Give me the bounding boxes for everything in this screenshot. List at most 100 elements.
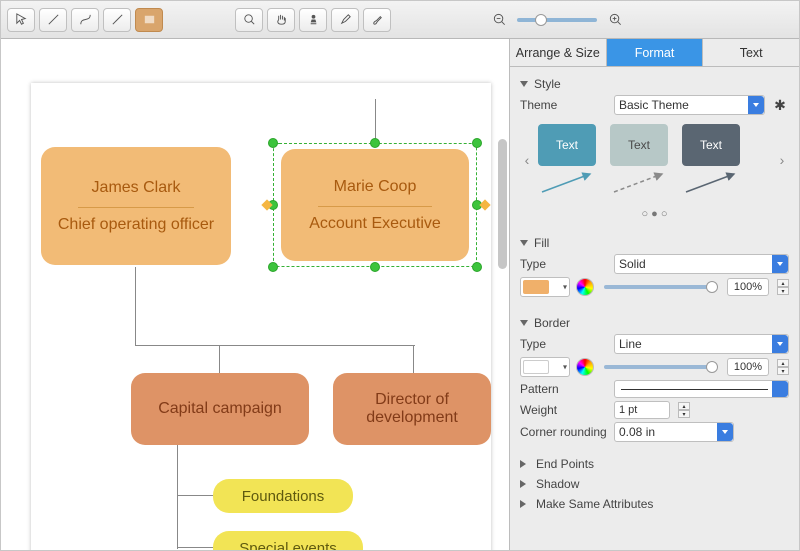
fill-opacity-field[interactable]: 100% xyxy=(727,278,769,296)
fill-color-select[interactable]: ▾ xyxy=(520,277,570,297)
top-toolbar xyxy=(1,1,799,39)
weight-label: Weight xyxy=(520,403,608,417)
main-area: James ClarkChief operating officer Marie … xyxy=(1,39,799,550)
border-type-label: Type xyxy=(520,337,608,351)
fill-opacity-slider[interactable] xyxy=(604,285,717,289)
zoom-in-button[interactable] xyxy=(603,8,627,32)
style-section-header[interactable]: Style xyxy=(520,77,789,91)
inspector-tab-text[interactable]: Text xyxy=(703,39,799,66)
zoom-controls xyxy=(487,8,627,32)
curve-tool-button[interactable] xyxy=(71,8,99,32)
theme-cards: Text Text Text xyxy=(538,124,771,166)
node-role: Account Executive xyxy=(309,215,441,233)
node-role: Chief operating officer xyxy=(58,216,214,234)
connector-tool-button[interactable] xyxy=(103,8,131,32)
connector-line[interactable] xyxy=(177,495,213,496)
inspector-tabs: Arrange & SizeFormatText xyxy=(510,39,799,67)
node-role: Director of development xyxy=(345,391,479,427)
node-role: Capital campaign xyxy=(158,400,282,418)
connector-line[interactable] xyxy=(177,445,178,549)
theme-card-1[interactable]: Text xyxy=(610,124,668,166)
shadow-label: Shadow xyxy=(536,477,579,491)
connector-line[interactable] xyxy=(135,267,136,345)
inspector-tab-arrange[interactable]: Arrange & Size xyxy=(510,39,607,66)
border-opacity-stepper[interactable]: ▴▾ xyxy=(777,359,789,375)
eyedropper-tool-button[interactable] xyxy=(331,8,359,32)
weight-field[interactable]: 1 pt xyxy=(614,401,670,419)
fill-section-header[interactable]: Fill xyxy=(520,236,789,250)
pattern-label: Pattern xyxy=(520,382,608,396)
border-section-label: Border xyxy=(534,316,570,330)
corner-value: 0.08 in xyxy=(619,425,655,439)
border-color-select[interactable]: ▾ xyxy=(520,357,570,377)
border-type-select[interactable]: Line xyxy=(614,334,789,354)
fill-opacity-stepper[interactable]: ▴▾ xyxy=(777,279,789,295)
mid-tool-group xyxy=(235,8,391,32)
shape-tool-button[interactable] xyxy=(135,8,163,32)
connector-line[interactable] xyxy=(375,99,376,143)
pointer-tool-button[interactable] xyxy=(7,8,35,32)
theme-next-button[interactable]: › xyxy=(775,152,789,168)
line-tool-button[interactable] xyxy=(39,8,67,32)
selection-handle[interactable] xyxy=(268,262,278,272)
fill-color-wheel-button[interactable] xyxy=(576,278,594,296)
theme-line-preview-1[interactable] xyxy=(610,170,668,196)
theme-card-2[interactable]: Text xyxy=(682,124,740,166)
selection-handle[interactable] xyxy=(472,262,482,272)
selection-handle[interactable] xyxy=(472,138,482,148)
connector-line[interactable] xyxy=(135,345,415,346)
selection-handle[interactable] xyxy=(268,138,278,148)
selection-connection-handle[interactable] xyxy=(479,199,490,210)
pattern-select[interactable] xyxy=(614,380,789,398)
org-node-dir[interactable]: Director of development xyxy=(333,373,491,445)
left-tool-group xyxy=(7,8,163,32)
makesame-label: Make Same Attributes xyxy=(536,497,653,511)
theme-select[interactable]: Basic Theme xyxy=(614,95,765,115)
weight-stepper[interactable]: ▴▾ xyxy=(678,402,690,418)
search-tool-button[interactable] xyxy=(235,8,263,32)
corner-select[interactable]: 0.08 in xyxy=(614,422,734,442)
border-opacity-slider[interactable] xyxy=(604,365,717,369)
hand-tool-button[interactable] xyxy=(267,8,295,32)
border-color-wheel-button[interactable] xyxy=(576,358,594,376)
connector-line[interactable] xyxy=(219,345,220,373)
org-pill-1[interactable]: Special events xyxy=(213,531,363,550)
style-section-label: Style xyxy=(534,77,561,91)
theme-line-preview-0[interactable] xyxy=(538,170,596,196)
fill-type-value: Solid xyxy=(619,257,646,271)
zoom-out-button[interactable] xyxy=(487,8,511,32)
vertical-scrollbar[interactable] xyxy=(498,139,507,269)
border-opacity-field[interactable]: 100% xyxy=(727,358,769,376)
canvas-area[interactable]: James ClarkChief operating officer Marie … xyxy=(1,39,509,550)
org-node-marie[interactable]: Marie CoopAccount Executive xyxy=(281,149,469,261)
theme-settings-button[interactable]: ✱ xyxy=(771,96,789,114)
theme-label: Theme xyxy=(520,98,608,112)
org-node-cap[interactable]: Capital campaign xyxy=(131,373,309,445)
endpoints-section-header[interactable]: End Points xyxy=(520,457,789,471)
makesame-section-header[interactable]: Make Same Attributes xyxy=(520,497,789,511)
brush-tool-button[interactable] xyxy=(363,8,391,32)
connector-line[interactable] xyxy=(177,547,213,548)
theme-value: Basic Theme xyxy=(619,98,689,112)
org-node-james[interactable]: James ClarkChief operating officer xyxy=(41,147,231,265)
shadow-section-header[interactable]: Shadow xyxy=(520,477,789,491)
selection-handle[interactable] xyxy=(370,138,380,148)
app-window: James ClarkChief operating officer Marie … xyxy=(0,0,800,551)
inspector-tab-format[interactable]: Format xyxy=(607,39,704,66)
org-pill-0[interactable]: Foundations xyxy=(213,479,353,513)
corner-label: Corner rounding xyxy=(520,425,608,439)
theme-card-0[interactable]: Text xyxy=(538,124,596,166)
connector-line[interactable] xyxy=(413,345,414,373)
fill-type-select[interactable]: Solid xyxy=(614,254,789,274)
endpoints-label: End Points xyxy=(536,457,594,471)
stamp-tool-button[interactable] xyxy=(299,8,327,32)
fill-type-label: Type xyxy=(520,257,608,271)
selection-handle[interactable] xyxy=(370,262,380,272)
border-type-value: Line xyxy=(619,337,642,351)
theme-prev-button[interactable]: ‹ xyxy=(520,152,534,168)
inspector-panel: Arrange & SizeFormatText Style Theme Bas… xyxy=(509,39,799,550)
theme-pager: ○ ● ○ xyxy=(520,208,789,220)
zoom-slider[interactable] xyxy=(517,18,597,22)
theme-line-preview-2[interactable] xyxy=(682,170,740,196)
border-section-header[interactable]: Border xyxy=(520,316,789,330)
